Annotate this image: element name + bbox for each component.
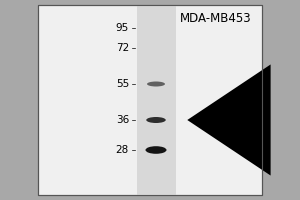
Text: 55: 55 (116, 79, 129, 89)
Bar (38, 5, 262, 195)
Text: 72: 72 (116, 43, 129, 53)
Bar (38, 5, 262, 195)
Text: 95: 95 (116, 23, 129, 33)
Ellipse shape (147, 82, 165, 87)
Bar (136, 5, 176, 195)
Text: 36: 36 (116, 115, 129, 125)
Ellipse shape (146, 117, 166, 123)
Text: 28: 28 (116, 145, 129, 155)
Text: MDA-MB453: MDA-MB453 (180, 12, 252, 25)
Ellipse shape (146, 146, 167, 154)
